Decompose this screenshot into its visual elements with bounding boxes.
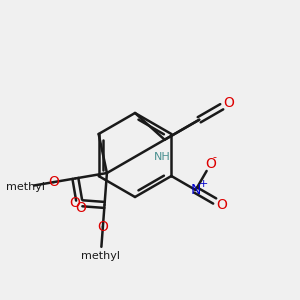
- Text: O: O: [98, 220, 108, 234]
- Text: O: O: [48, 175, 59, 189]
- Text: methyl: methyl: [6, 182, 45, 192]
- Text: -: -: [213, 152, 217, 162]
- Text: O: O: [75, 201, 86, 215]
- Text: methyl: methyl: [81, 251, 120, 261]
- Text: +: +: [199, 179, 208, 189]
- Text: NH: NH: [154, 152, 171, 162]
- Text: N: N: [190, 183, 201, 197]
- Text: O: O: [216, 198, 227, 212]
- Text: O: O: [205, 157, 216, 171]
- Text: O: O: [69, 196, 80, 210]
- Text: O: O: [223, 96, 234, 110]
